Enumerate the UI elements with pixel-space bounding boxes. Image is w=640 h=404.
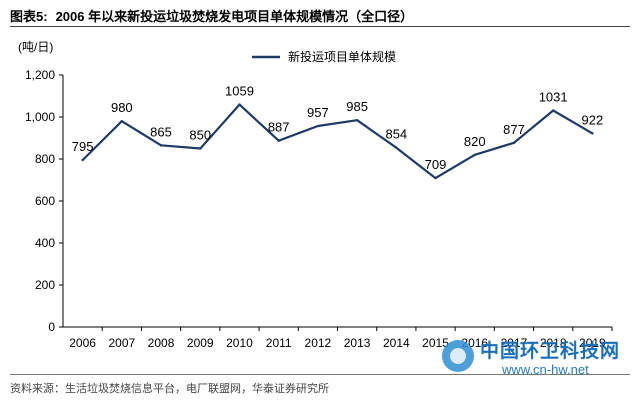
watermark: 中国环卫科技网 www.cn-hw.net <box>440 334 636 382</box>
chart-ticks: 0 200 400 600 800 1,000 1,200 2006 2007 2008 2009 2… <box>25 68 613 350</box>
data-label: 850 <box>189 128 211 143</box>
figure-title: 图表5: 2006 年以来新投运垃圾焚烧发电项目单体规模情况（全口径） <box>10 6 413 25</box>
data-label: 709 <box>425 157 447 172</box>
watermark-name: 中国环卫科技网 <box>480 341 621 362</box>
y-tick-label: 1,200 <box>25 68 55 82</box>
x-tick-label: 2010 <box>226 336 253 350</box>
data-point <box>81 158 84 162</box>
x-tick-label: 2009 <box>187 336 214 350</box>
data-label: 1031 <box>539 89 568 104</box>
source-divider <box>10 374 630 375</box>
figure-title-text: 2006 年以来新投运垃圾焚烧发电项目单体规模情况（全口径） <box>55 9 414 24</box>
legend-label: 新投运项目单体规模 <box>288 49 396 64</box>
x-tick-label: 2008 <box>148 336 175 350</box>
x-tick-label: 2018 <box>540 336 567 350</box>
data-point <box>473 153 476 156</box>
x-tick-label: 2015 <box>422 336 449 350</box>
globe-logo-icon <box>442 340 474 372</box>
title-divider <box>10 26 630 27</box>
y-tick-label: 0 <box>48 320 55 334</box>
y-tick-label: 800 <box>35 152 55 166</box>
data-point <box>277 139 280 142</box>
data-point <box>159 144 163 147</box>
chart-series <box>81 103 594 180</box>
data-point <box>512 141 516 145</box>
data-label: 795 <box>72 139 94 154</box>
data-point <box>355 118 359 122</box>
chart-legend: 新投运项目单体规模 <box>252 49 396 64</box>
data-point <box>591 132 594 135</box>
data-label: 820 <box>464 134 486 149</box>
x-tick-label: 2017 <box>501 336 528 350</box>
x-tick-label: 2019 <box>579 336 606 350</box>
data-point <box>551 109 555 112</box>
x-tick-label: 2013 <box>344 336 371 350</box>
data-label: 985 <box>346 99 368 114</box>
watermark-url: www.cn-hw.net <box>502 362 589 377</box>
y-tick-label: 1,000 <box>25 110 55 124</box>
x-tick-label: 2007 <box>108 336 135 350</box>
x-tick-label: 2014 <box>383 336 410 350</box>
data-label: 957 <box>307 105 329 120</box>
data-label: 1059 <box>225 84 254 99</box>
y-tick-label: 400 <box>35 236 55 250</box>
x-tick-label: 2006 <box>69 336 96 350</box>
y-tick-label: 600 <box>35 194 55 208</box>
chart-data-labels: 795 980 865 850 1059 887 957 985 854 709 820 877 103… <box>72 84 603 173</box>
data-point <box>238 103 241 106</box>
data-point <box>395 146 398 149</box>
x-tick-label: 2012 <box>305 336 332 350</box>
y-tick-label: 200 <box>35 278 55 292</box>
data-label: 854 <box>385 127 407 142</box>
data-point <box>120 120 124 123</box>
chart-axes: (吨/日) <box>18 40 612 328</box>
source-note: 资料来源：生活垃圾焚烧信息平台，电厂联盟网，华泰证券研究所 <box>10 383 329 395</box>
data-point <box>316 124 320 128</box>
data-label: 877 <box>503 122 525 137</box>
data-label: 865 <box>150 124 172 139</box>
data-point <box>434 176 437 180</box>
x-tick-label: 2011 <box>266 336 292 350</box>
figure-number: 图表5: <box>10 9 48 24</box>
data-label: 887 <box>268 120 290 135</box>
data-label: 922 <box>582 112 604 127</box>
series-line <box>81 103 593 180</box>
y-axis-unit-label: (吨/日) <box>18 40 53 54</box>
data-label: 980 <box>111 100 133 115</box>
data-point <box>199 147 202 150</box>
